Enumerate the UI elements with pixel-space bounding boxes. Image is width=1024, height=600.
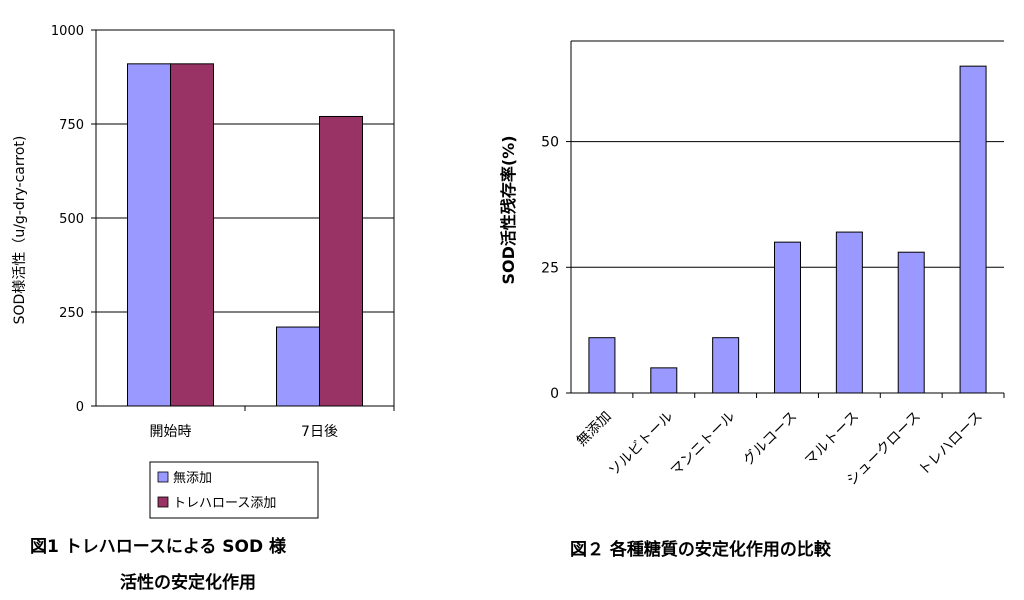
chart-2-x-tick-label: 無添加 — [574, 409, 615, 450]
chart-1: 0 250 500 750 1000 開始時 7日後 SOD様活性（u/g-dry-car… — [12, 24, 395, 593]
chart-2-y-axis-label: SOD活性残存率(%) — [499, 135, 518, 284]
chart-2-bar-0 — [588, 337, 616, 394]
legend-swatch-no-additive — [157, 471, 169, 483]
chart-2-bar-4 — [835, 231, 863, 394]
chart-1-bar-no-additive-0 — [127, 63, 171, 407]
chart-2-x-tick-label: ソルビトール — [606, 409, 677, 480]
chart-2-bar-6 — [959, 65, 987, 394]
chart-1-legend: 無添加 トレハロース添加 — [149, 461, 319, 519]
chart-1-x-tick-label: 7日後 — [301, 424, 338, 440]
chart-1-y-axis-label: SOD様活性（u/g-dry-carrot) — [12, 136, 28, 325]
chart-2-x-tick-label: グルコース — [740, 409, 800, 469]
legend-label-no-additive: 無添加 — [173, 471, 212, 486]
chart-1-y-tick-label: 250 — [59, 306, 84, 321]
chart-1-bar-no-additive-1 — [276, 326, 320, 407]
legend-box — [149, 461, 319, 519]
chart-1-y-tick-label: 0 — [76, 400, 84, 415]
chart-1-y-tick-label: 1000 — [51, 24, 84, 39]
chart-1-bar-trehalose-1 — [319, 115, 363, 407]
chart-2-y-tick-label: 0 — [550, 386, 559, 402]
chart-2-y-tick-label: 50 — [541, 135, 559, 151]
chart-1-caption-line1: 図1 トレハロースによる SOD 様 — [30, 536, 287, 557]
chart-2-bar-2 — [712, 337, 740, 394]
legend-label-trehalose-added: トレハロース添加 — [173, 496, 276, 511]
chart-2-y-tick-label: 25 — [541, 260, 559, 276]
chart-1-y-tick-label: 500 — [59, 212, 84, 227]
legend-swatch-trehalose-added — [157, 496, 169, 508]
chart-2-bar-3 — [774, 241, 801, 394]
chart-1-y-tick-label: 750 — [59, 118, 84, 133]
chart-2-x-tick-label: トレハロース — [916, 409, 986, 479]
chart-2-x-tick-label: マルトース — [802, 409, 862, 469]
chart-2-x-tick-label: マンニトール — [668, 409, 739, 480]
chart-2-bar-1 — [650, 367, 678, 394]
chart-1-bar-trehalose-0 — [170, 63, 214, 407]
chart-2-caption: 図２ 各種糖質の安定化作用の比較 — [570, 539, 832, 560]
chart-1-caption-line2: 活性の安定化作用 — [120, 572, 256, 593]
chart-2-bar-5 — [897, 251, 925, 394]
chart-1-x-tick-label: 開始時 — [150, 424, 192, 440]
